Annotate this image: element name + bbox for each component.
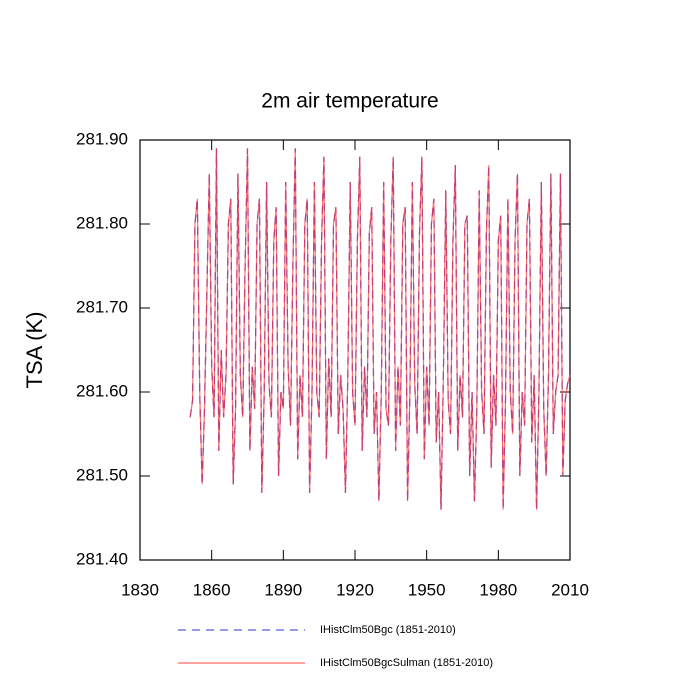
x-tick-label: 1920	[336, 580, 374, 599]
x-tick-label: 1980	[479, 580, 517, 599]
x-tick-label: 1860	[193, 580, 231, 599]
y-tick-label: 281.40	[76, 549, 128, 568]
y-axis-label: TSA (K)	[22, 311, 47, 388]
x-tick-label: 1830	[121, 580, 159, 599]
y-tick-label: 281.80	[76, 213, 128, 232]
series-line	[189, 148, 571, 510]
legend-label: IHistClm50Bgc (1851-2010)	[320, 624, 456, 636]
chart-title: 2m air temperature	[261, 90, 438, 113]
legend-label: IHistClm50BgcSulman (1851-2010)	[320, 657, 493, 669]
x-tick-label: 1890	[264, 580, 302, 599]
y-tick-label: 281.90	[76, 129, 128, 148]
y-tick-label: 281.50	[76, 465, 128, 484]
y-tick-label: 281.60	[76, 381, 128, 400]
x-tick-label: 2010	[551, 580, 589, 599]
x-tick-label: 1950	[408, 580, 446, 599]
y-tick-label: 281.70	[76, 297, 128, 316]
